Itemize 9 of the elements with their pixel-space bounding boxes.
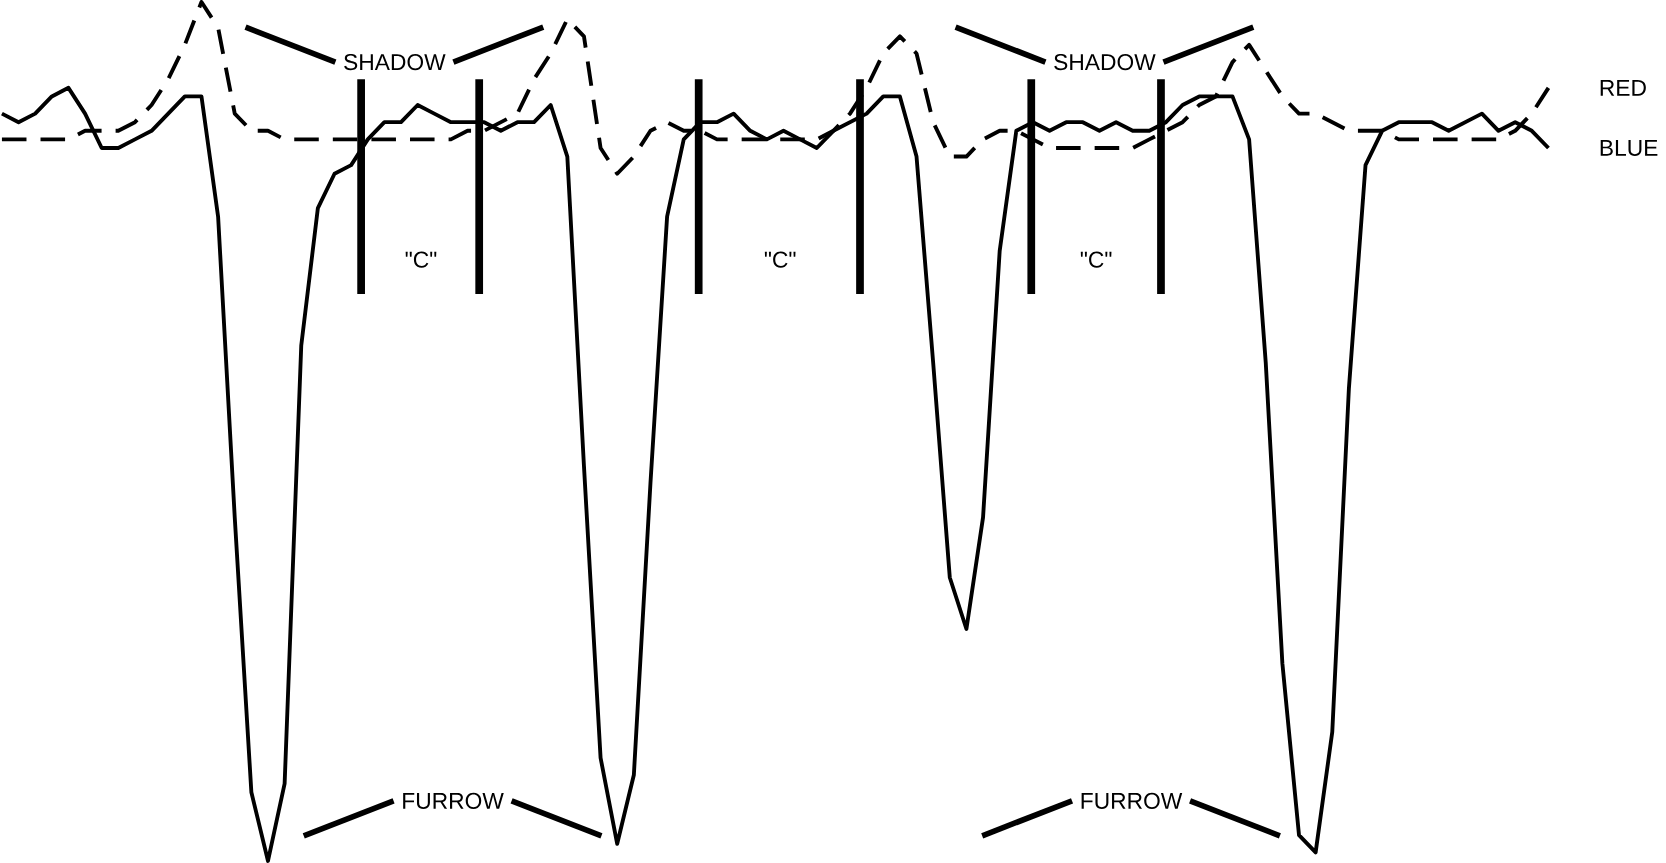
annotation: "C": [1080, 251, 1112, 268]
annotation: "C": [764, 251, 796, 268]
text: BLUE: [1600, 140, 1658, 156]
annotation: SHADOW: [1054, 54, 1156, 71]
annotation: SHADOW: [344, 54, 446, 71]
text: RED: [1600, 80, 1646, 96]
annotation: "C": [405, 251, 437, 268]
annotation: FURROW: [1081, 792, 1183, 809]
annotation: FURROW: [403, 792, 504, 809]
